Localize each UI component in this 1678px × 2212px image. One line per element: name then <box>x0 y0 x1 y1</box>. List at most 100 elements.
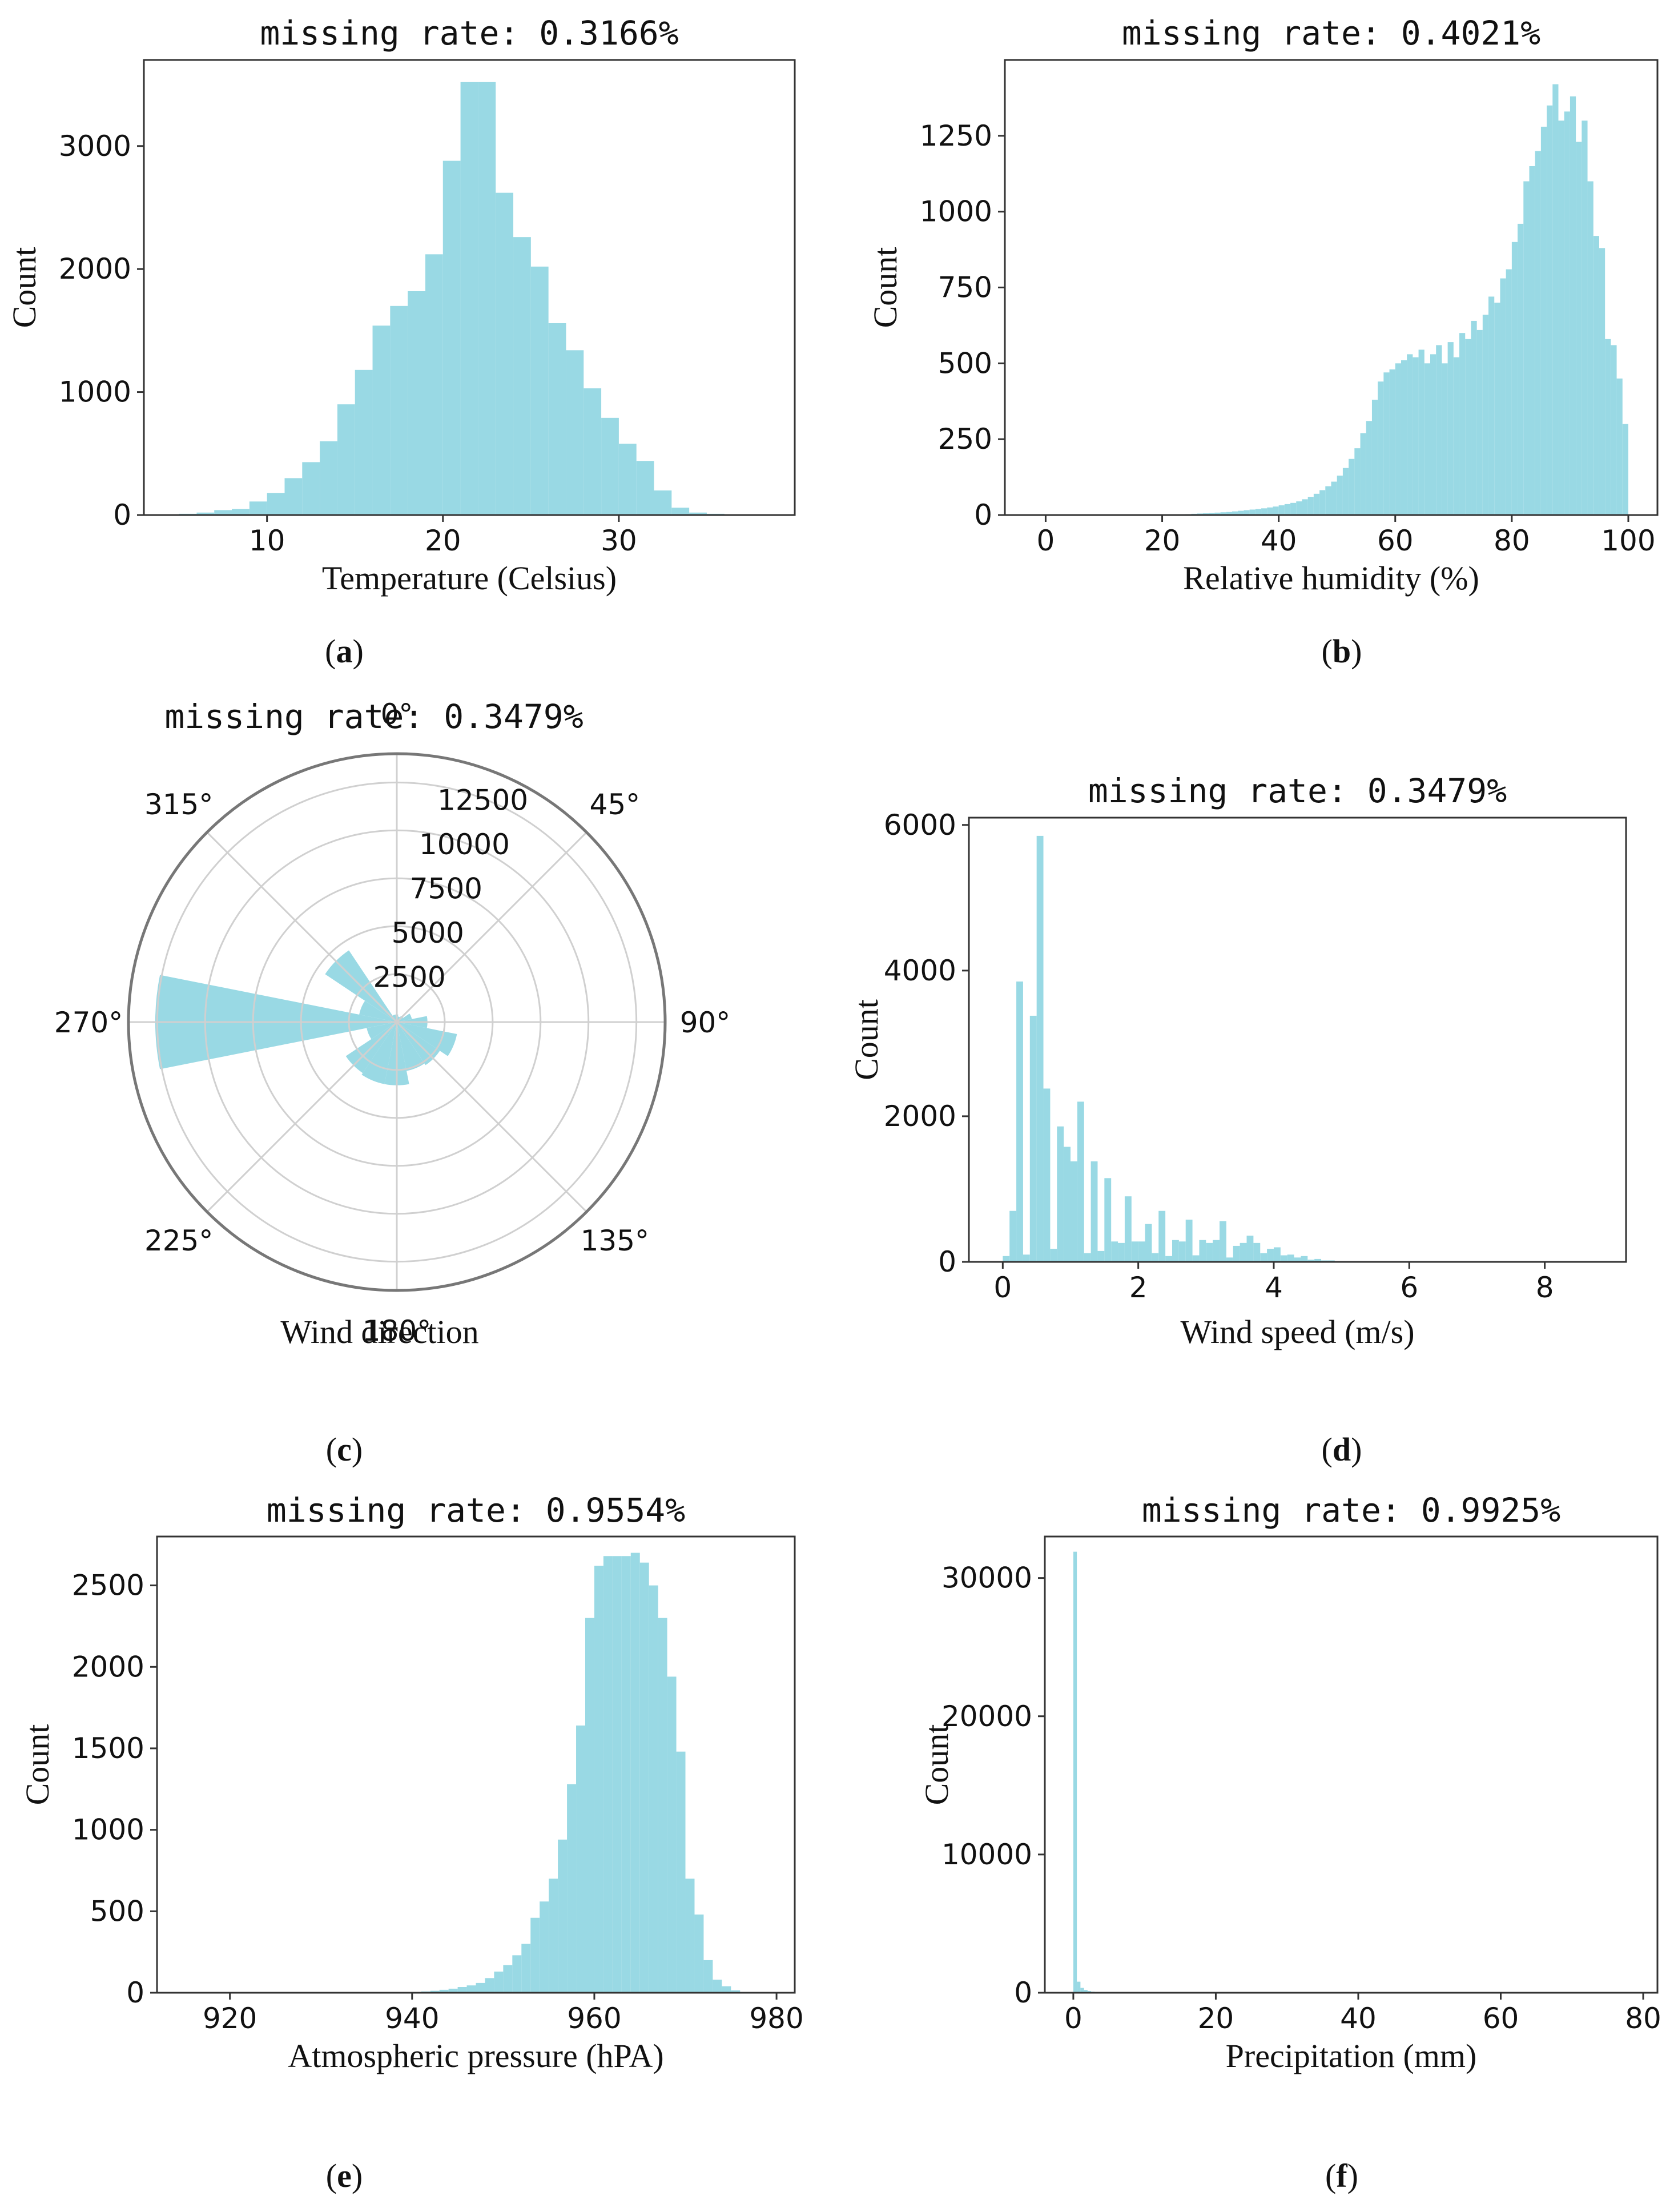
polar-sector <box>397 1022 457 1056</box>
hist-a-bar <box>337 404 355 515</box>
polar-sector <box>397 1014 412 1022</box>
hist-d-bar <box>1070 1161 1077 1262</box>
x-tick-label: 960 <box>567 2002 621 2035</box>
hist-b-bar <box>1371 400 1378 515</box>
hist-b-bar <box>1529 166 1535 516</box>
polar-sector <box>367 1022 397 1039</box>
hist-d-bar <box>1124 1196 1132 1262</box>
hist-b-bar <box>1296 501 1302 515</box>
hist-d-bar <box>1233 1245 1240 1262</box>
r-tick-label: 2500 <box>373 960 445 994</box>
hist-b-bar <box>1540 126 1547 515</box>
angle-tick-label: 225° <box>144 1224 213 1257</box>
hist-b-bar <box>1453 357 1460 515</box>
hist-e-bar <box>603 1556 613 1993</box>
hist-d-bar <box>1206 1242 1213 1262</box>
y-axis-label: Count <box>19 1724 56 1805</box>
caption-part: ( <box>326 1431 337 1468</box>
hist-a-bar <box>584 388 602 515</box>
chart-c: 2500 5000 7500 10000 12500 0° 45° 90° 135° 180° 22… <box>54 697 731 1468</box>
hist-e-bar <box>558 1839 568 1993</box>
hist-d-bar <box>1273 1247 1281 1262</box>
caption-part: ( <box>1322 633 1333 670</box>
x-tick-label: 4 <box>1265 1271 1283 1304</box>
x-tick-label: 2 <box>1129 1271 1148 1304</box>
hist-d-bar <box>1029 1015 1037 1262</box>
hist-d-bar <box>1240 1242 1247 1262</box>
hist-b-bar <box>1518 223 1524 515</box>
hist-d-bar <box>1003 1256 1010 1262</box>
caption-part: e <box>337 2157 352 2194</box>
hist-e-bar <box>476 1982 485 1993</box>
hist-b-bar <box>1354 448 1361 515</box>
panel-caption: (f) <box>1325 2157 1358 2194</box>
hist-d-bar <box>1301 1256 1308 1262</box>
hist-b-bar <box>1506 269 1512 515</box>
x-tick-label: 20 <box>1144 524 1181 557</box>
y-tick-label: 0 <box>113 498 131 532</box>
x-tick-label: 40 <box>1340 2002 1377 2035</box>
hist-b-bar <box>1389 369 1395 515</box>
polar-sector <box>397 1022 425 1071</box>
hist-b-bar <box>1290 502 1297 515</box>
hist-d-bar <box>1036 835 1044 1262</box>
hist-d-bar <box>1253 1242 1261 1262</box>
hist-f-bar <box>1084 1990 1088 1993</box>
hist-b-bar <box>1378 381 1384 515</box>
hist-b-bar <box>1261 508 1267 515</box>
hist-e-bar <box>649 1585 658 1993</box>
hist-b-bar <box>1413 357 1419 515</box>
caption-part: ) <box>1347 2157 1358 2194</box>
y-tick-label: 750 <box>938 271 992 304</box>
x-tick-label: 80 <box>1625 2002 1661 2035</box>
hist-b-bar <box>1349 459 1355 515</box>
plot-frame <box>156 1535 796 1994</box>
y-axis-label: Count <box>918 1724 955 1805</box>
y-tick-label: 250 <box>938 423 992 456</box>
hist-b-bar <box>1523 181 1530 515</box>
caption-part: ( <box>1325 2157 1336 2194</box>
x-tick-label: 980 <box>749 2002 803 2035</box>
angle-tick-label: 180° <box>363 1314 431 1348</box>
polar-spoke <box>206 831 398 1023</box>
hist-d-bar <box>1016 981 1023 1262</box>
hist-b-bar <box>1313 493 1320 515</box>
caption-part: ( <box>326 2157 337 2194</box>
angle-tick-label: 135° <box>581 1224 649 1257</box>
hist-b-bar <box>1395 363 1401 515</box>
polar-sector <box>359 1000 397 1022</box>
hist-a-bar <box>478 82 496 515</box>
r-tick-label: 5000 <box>392 916 464 950</box>
caption-part: ( <box>1322 1431 1333 1468</box>
hist-d-bar <box>1294 1257 1301 1262</box>
hist-a-bar <box>601 417 619 515</box>
y-axis-label: Count <box>867 247 904 328</box>
hist-e-bar <box>503 1965 513 1993</box>
x-tick-label: 20 <box>1198 2002 1234 2035</box>
hist-b-bar <box>1418 349 1425 515</box>
hist-f-bar <box>1073 1551 1077 1993</box>
y-tick-label: 2000 <box>884 1100 956 1133</box>
hist-b-bar <box>1552 84 1559 515</box>
hist-e-bar <box>612 1556 622 1993</box>
hist-b-bar <box>1599 248 1605 515</box>
x-tick-label: 920 <box>203 2002 257 2035</box>
angle-tick-label: 270° <box>54 1006 123 1039</box>
panel-caption: (a) <box>325 633 364 670</box>
hist-b-bar <box>1325 486 1331 515</box>
x-tick-label: 8 <box>1536 1271 1554 1304</box>
hist-b-bar <box>1307 497 1314 515</box>
hist-b-bar <box>1605 339 1611 515</box>
hist-d-bar <box>1260 1253 1267 1262</box>
hist-b-bar <box>1319 490 1326 515</box>
hist-a-bar <box>302 462 320 515</box>
hist-a-bar <box>442 160 461 515</box>
chart-title: missing rate: 0.9925% <box>1142 1491 1560 1530</box>
hist-b-bar <box>1587 181 1594 515</box>
hist-f-bar <box>1077 1981 1081 1993</box>
hist-b-bar <box>1360 433 1366 515</box>
hist-a-bar <box>654 490 672 515</box>
hist-d-bar <box>1158 1210 1166 1262</box>
hist-e-bar <box>512 1955 522 1993</box>
chart-title: missing rate: 0.3479% <box>1088 771 1507 810</box>
